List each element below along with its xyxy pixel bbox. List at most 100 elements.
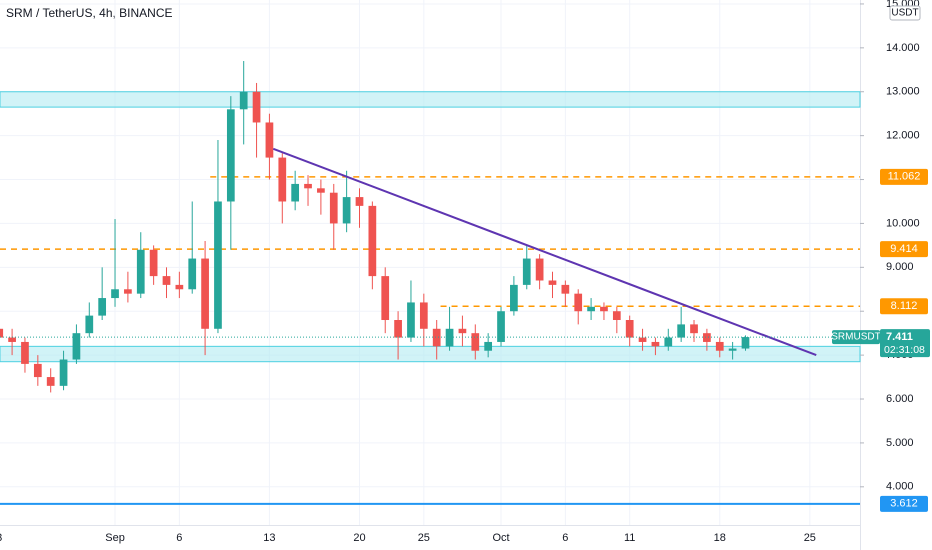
candle-body bbox=[149, 249, 158, 277]
y-tick-label: 10.000 bbox=[886, 217, 920, 229]
candle-body bbox=[226, 109, 235, 202]
y-tick-label: 15.000 bbox=[886, 0, 920, 10]
candle-body bbox=[136, 249, 145, 294]
candle-body bbox=[291, 183, 300, 202]
candle-body bbox=[239, 91, 248, 110]
candle-body bbox=[33, 363, 42, 378]
y-tick-label: 6.000 bbox=[886, 393, 914, 405]
level-tag bbox=[880, 168, 928, 185]
last-price-tag bbox=[880, 329, 930, 358]
x-tick-label: Sep bbox=[105, 532, 125, 544]
x-tick-label: 20 bbox=[353, 532, 365, 544]
candle-body bbox=[535, 258, 544, 281]
candle-body bbox=[98, 298, 107, 316]
candle-body bbox=[419, 302, 428, 329]
candle-body bbox=[111, 289, 119, 299]
candle-body bbox=[703, 333, 711, 342]
candle-body bbox=[510, 284, 518, 312]
y-tick-label: 9.000 bbox=[886, 261, 914, 273]
zone bbox=[0, 345, 861, 363]
level-tag bbox=[880, 241, 928, 258]
candle-body bbox=[484, 341, 493, 351]
zone bbox=[0, 91, 861, 108]
candle-body bbox=[612, 311, 621, 321]
last-price-label: 7.411 bbox=[886, 331, 913, 343]
candle-body bbox=[46, 377, 55, 386]
y-tick-label: 14.000 bbox=[886, 42, 920, 54]
candle-body bbox=[407, 302, 415, 338]
candle-body bbox=[59, 359, 68, 386]
candle-body bbox=[317, 188, 325, 193]
candle-body bbox=[625, 320, 634, 338]
x-tick-label: 18 bbox=[714, 532, 726, 544]
candle-body bbox=[355, 197, 364, 206]
countdown-label: 02:31:08 bbox=[884, 344, 925, 356]
x-tick-label: 3 bbox=[0, 532, 2, 544]
x-tick-label: 6 bbox=[176, 532, 182, 544]
symbol-label: SRMUSDT bbox=[831, 332, 880, 343]
candle-body bbox=[329, 192, 338, 224]
candle-body bbox=[394, 320, 402, 338]
candle-body bbox=[651, 341, 660, 347]
candle-body bbox=[368, 205, 377, 277]
y-tick-label: 5.000 bbox=[886, 437, 914, 449]
x-tick-label: 6 bbox=[562, 532, 568, 544]
y-tick-label: 12.000 bbox=[886, 130, 920, 142]
candle-body bbox=[574, 293, 583, 312]
price-axis-bg bbox=[861, 0, 932, 550]
candle-body bbox=[522, 258, 531, 285]
candle-body bbox=[342, 197, 351, 224]
candle-body bbox=[188, 258, 197, 290]
x-tick-label: 25 bbox=[804, 532, 816, 544]
candle-body bbox=[445, 328, 454, 347]
candle-body bbox=[600, 306, 608, 312]
candle-body bbox=[561, 284, 570, 294]
candle-body bbox=[690, 324, 698, 334]
level-tag-label: 8.112 bbox=[891, 300, 918, 312]
candle-body bbox=[664, 337, 673, 347]
chart-title: SRM / TetherUS, 4h, BINANCE bbox=[6, 6, 173, 20]
candle-body bbox=[548, 280, 557, 285]
candle-body bbox=[741, 337, 750, 349]
candle-body bbox=[278, 157, 287, 202]
candle-body bbox=[265, 122, 274, 158]
candle-body bbox=[677, 324, 686, 338]
candle-body bbox=[432, 328, 441, 347]
level-tag-label: 9.414 bbox=[890, 243, 918, 255]
level-tag bbox=[880, 495, 928, 512]
candle-body bbox=[471, 333, 480, 351]
trendline bbox=[272, 147, 817, 357]
candle-body bbox=[638, 337, 647, 342]
candle-body bbox=[85, 315, 94, 334]
candle-body bbox=[304, 183, 312, 189]
candle-body bbox=[175, 284, 184, 290]
candle-body bbox=[381, 276, 390, 321]
candle-body bbox=[72, 333, 81, 360]
candle-body bbox=[124, 289, 132, 294]
x-tick-label: 13 bbox=[263, 532, 275, 544]
candle-body bbox=[252, 91, 261, 123]
candle-body bbox=[0, 328, 4, 338]
y-tick-label: 4.000 bbox=[886, 481, 914, 493]
level-tag-label: 11.062 bbox=[888, 171, 921, 183]
unit-box bbox=[889, 5, 921, 21]
y-tick-label: 13.000 bbox=[886, 86, 920, 98]
level-tag bbox=[880, 298, 928, 315]
candle-body bbox=[587, 306, 595, 312]
x-tick-label: 25 bbox=[418, 532, 430, 544]
candle-body bbox=[715, 341, 724, 351]
candle-body bbox=[214, 201, 222, 329]
x-tick-label: Oct bbox=[492, 532, 509, 544]
candle-body bbox=[458, 328, 467, 334]
unit-label: USDT bbox=[891, 8, 918, 19]
candle-body bbox=[21, 341, 29, 364]
candle-body bbox=[497, 311, 505, 342]
candle-body bbox=[162, 276, 171, 285]
candle-body bbox=[8, 337, 16, 342]
candle-body bbox=[728, 348, 737, 351]
candle-body bbox=[201, 258, 209, 329]
x-tick-label: 11 bbox=[624, 532, 635, 544]
symbol-tag bbox=[832, 330, 880, 345]
